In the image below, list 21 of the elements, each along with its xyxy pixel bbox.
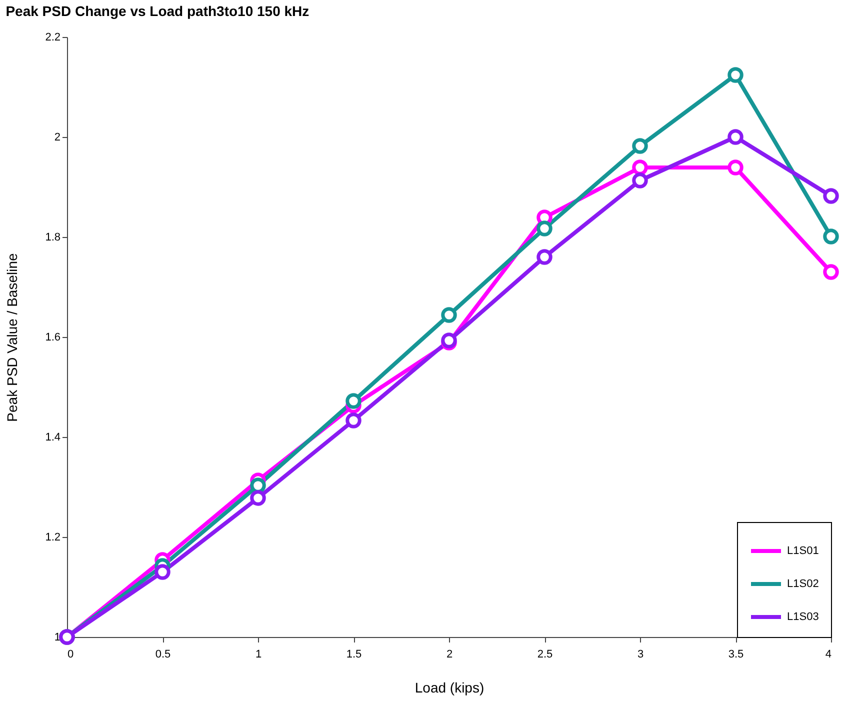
legend-label: L1S02 <box>787 578 819 590</box>
x-tick-label: 0 <box>68 648 74 660</box>
y-tick-label: 1.6 <box>45 332 60 344</box>
y-tick-label: 1.8 <box>45 232 60 244</box>
x-tick-label: 2 <box>446 648 453 660</box>
y-tick-label: 1.4 <box>45 432 60 444</box>
chart-title: Peak PSD Change vs Load path3to10 150 kHz <box>6 3 310 19</box>
y-tick-label: 2 <box>54 132 60 144</box>
y-axis-title: Peak PSD Value / Baseline <box>4 252 20 422</box>
x-tick-label: 1.5 <box>346 648 362 660</box>
x-tick-label: 3 <box>637 648 644 660</box>
x-tick-label: 3.5 <box>728 648 744 660</box>
y-tick-label: 2.2 <box>45 32 60 44</box>
x-axis-title: Load (kips) <box>414 680 484 696</box>
x-tick-label: 1 <box>255 648 262 660</box>
x-tick-label: 2.5 <box>537 648 553 660</box>
legend-label: L1S03 <box>787 611 819 623</box>
legend-label: L1S01 <box>787 545 819 557</box>
y-tick-label: 1.2 <box>45 532 60 544</box>
x-tick-label: 4 <box>825 648 832 660</box>
x-tick-label: 0.5 <box>155 648 171 660</box>
